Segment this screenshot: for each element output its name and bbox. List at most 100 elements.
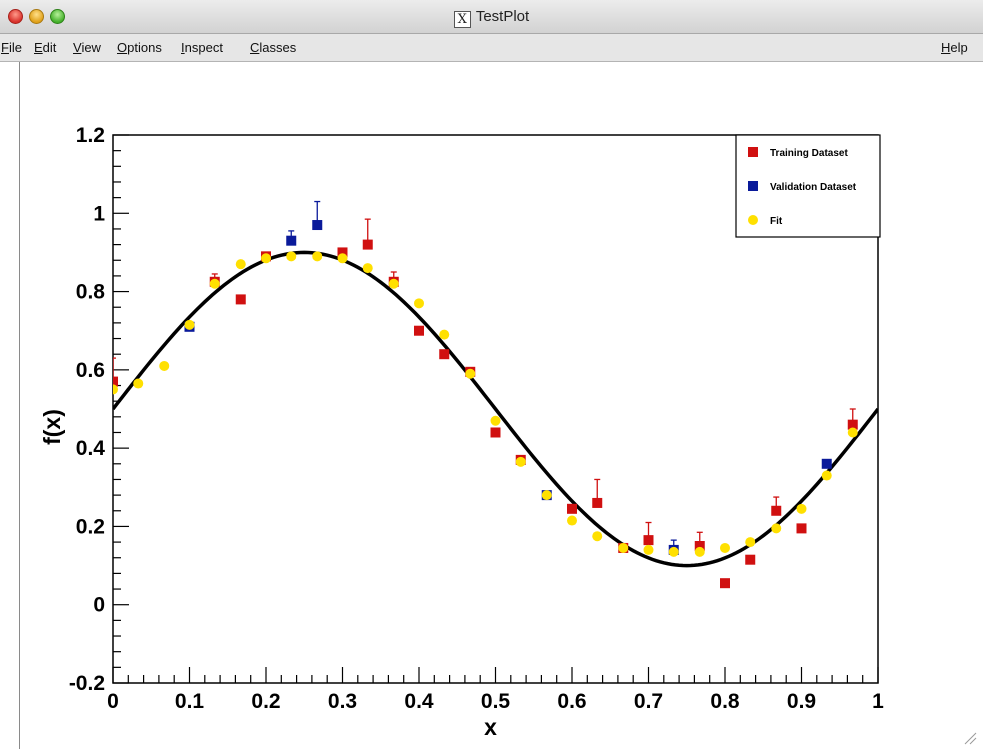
plot-canvas[interactable]: 0 0.1 0.2 0.3 0.4 0.5 0.6 0.7 0.8 0.9 1 -0.2 0 0.2 0.4… (19, 62, 983, 749)
training-dataset-point (439, 349, 450, 360)
menu-help[interactable]: Help (941, 40, 968, 55)
training-dataset-point (362, 239, 373, 250)
training-dataset-point (337, 247, 348, 258)
fit-point (592, 531, 603, 542)
fit-point (414, 298, 424, 309)
legend-label: Fit (770, 216, 783, 227)
y-axis-label: f(x) (39, 409, 65, 445)
legend-marker (748, 215, 758, 225)
menu-options-label: ptions (127, 40, 162, 55)
x-tick-label: 0.3 (328, 690, 357, 713)
menu-classes[interactable]: Classes (250, 40, 296, 55)
validation-dataset-point (312, 220, 323, 231)
fit-point (745, 537, 756, 548)
legend-marker (748, 147, 758, 157)
fit-point (388, 278, 399, 289)
fit-point (821, 470, 832, 481)
training-dataset-point (771, 505, 782, 516)
window-title: X TestPlot (0, 8, 983, 28)
x-tick-label: 0.7 (634, 690, 663, 713)
menu-edit-accel: E (34, 40, 43, 55)
legend: Training Dataset Validation Dataset Fit (735, 134, 881, 238)
fit-point (515, 456, 526, 467)
fit-point (567, 515, 577, 526)
y-tick-label: 1.2 (76, 124, 105, 147)
fit-point (362, 263, 373, 274)
fit-point (618, 542, 629, 553)
zoom-window-button[interactable] (50, 9, 65, 24)
window-titlebar: X TestPlot (0, 0, 983, 34)
training-dataset-point (235, 294, 246, 305)
menu-help-accel: H (941, 40, 951, 55)
close-window-button[interactable] (8, 9, 23, 24)
fit-point (694, 546, 705, 557)
fit-point (159, 360, 170, 371)
menu-options[interactable]: Options (117, 40, 162, 55)
x-tick-label: 1 (872, 690, 884, 713)
menu-file-label: ile (8, 40, 22, 55)
fit-point (541, 490, 552, 501)
fit-point (286, 251, 297, 262)
y-tick-label: 0 (93, 594, 105, 617)
fit-point (796, 503, 807, 514)
training-dataset-point (567, 503, 577, 514)
menu-inspect[interactable]: Inspect (181, 40, 223, 55)
resize-grip-icon[interactable] (963, 731, 977, 745)
training-dataset-point (643, 535, 654, 546)
fit-point (184, 319, 195, 330)
menu-view[interactable]: View (73, 40, 101, 55)
menu-view-label: iew (81, 40, 101, 55)
x-tick-label: 0.1 (175, 690, 205, 713)
y-tick-label: 0.8 (76, 281, 106, 304)
training-dataset-point (113, 376, 118, 387)
training-dataset-point (720, 578, 730, 589)
x-tick-label: 0.8 (710, 690, 740, 713)
y-tick-label: 0.4 (76, 437, 106, 460)
fit-point (720, 542, 730, 553)
menu-view-accel: V (73, 40, 82, 55)
y-tick-label: 1 (93, 202, 105, 225)
training-dataset-point (490, 427, 501, 438)
fit-point (668, 546, 679, 557)
validation-dataset-point (286, 235, 297, 246)
fit-point (312, 251, 323, 262)
window-title-text: TestPlot (475, 8, 530, 25)
training-dataset-point (745, 554, 756, 565)
fit-point (209, 278, 220, 289)
legend-label: Training Dataset (770, 148, 848, 159)
x-axis-label: x (484, 714, 497, 740)
scatter-chart: 0 0.1 0.2 0.3 0.4 0.5 0.6 0.7 0.8 0.9 1-0.200.20.4… (39, 124, 884, 740)
menu-edit[interactable]: Edit (34, 40, 56, 55)
menu-classes-label: lasses (259, 40, 297, 55)
minimize-window-button[interactable] (29, 9, 44, 24)
y-tick-label: 0.6 (76, 359, 105, 382)
menu-inspect-label: nspect (184, 40, 223, 55)
fit-point (133, 378, 144, 389)
training-dataset-point (414, 325, 424, 336)
menu-edit-label: dit (42, 40, 57, 55)
training-dataset-point (796, 523, 807, 534)
fit-point (490, 415, 501, 426)
training-dataset-point (592, 497, 603, 508)
fit-point (771, 523, 782, 534)
menu-classes-accel: C (250, 40, 260, 55)
menu-help-label: elp (950, 40, 968, 55)
legend-label: Validation Dataset (770, 182, 857, 193)
menu-file-accel: F (1, 40, 9, 55)
menu-inspect-accel: I (181, 40, 185, 55)
menu-bar: File Edit View Options Inspect Classes H… (0, 34, 983, 62)
legend-box (735, 134, 881, 238)
menu-file[interactable]: File (1, 40, 22, 55)
x-tick-label: 0 (107, 690, 119, 713)
data-layer (113, 200, 878, 589)
training-dataset-point (694, 541, 705, 551)
training-dataset-point (847, 419, 858, 430)
legend-marker (748, 181, 758, 191)
x11-icon: X (453, 11, 471, 28)
x-tick-label: 0.5 (481, 690, 511, 713)
fit-point (847, 427, 858, 438)
x-tick-label: 0.2 (251, 690, 280, 713)
fit-point (261, 253, 271, 264)
validation-dataset-point (821, 458, 832, 469)
y-tick-label: 0.2 (76, 515, 105, 538)
